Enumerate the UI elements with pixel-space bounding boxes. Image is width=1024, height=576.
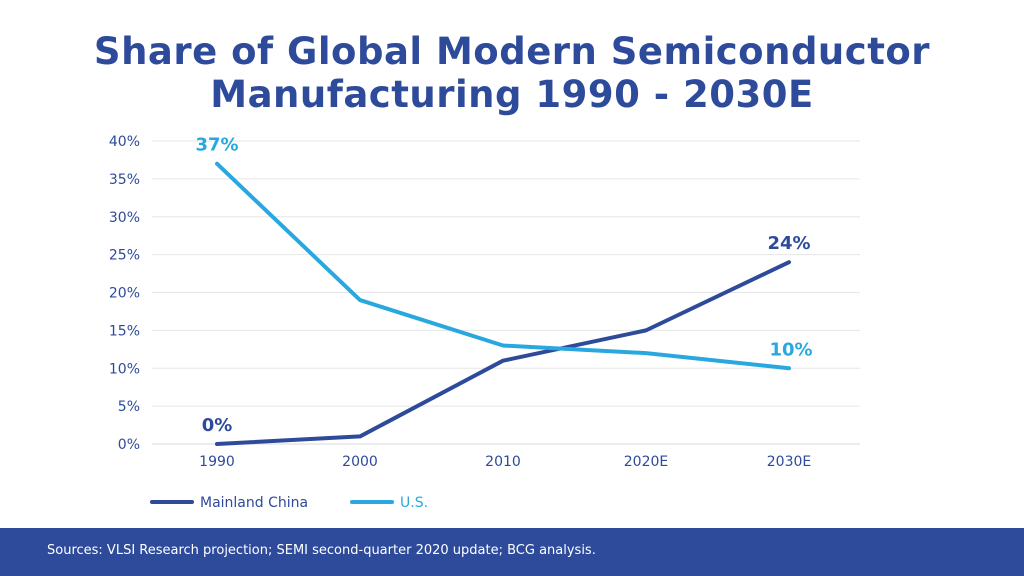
data-label: 24% — [767, 233, 810, 254]
x-tick-label: 2020E — [624, 454, 668, 470]
y-tick-label: 30% — [109, 210, 140, 226]
chart-title-line-2: Manufacturing 1990 - 2030E — [210, 73, 814, 116]
y-tick-label: 25% — [109, 248, 140, 264]
x-tick-label: 2000 — [342, 454, 378, 470]
y-tick-label: 20% — [109, 286, 140, 302]
x-tick-label: 2010 — [485, 454, 521, 470]
data-label: 0% — [202, 415, 233, 436]
y-tick-label: 35% — [109, 172, 140, 188]
y-tick-label: 0% — [118, 437, 140, 453]
legend-label: U.S. — [400, 495, 428, 511]
y-tick-label: 5% — [118, 399, 140, 415]
chart-title: Share of Global Modern Semiconductor Man… — [0, 30, 1024, 116]
series-line-mainland-china — [215, 260, 791, 446]
chart-title-line-1: Share of Global Modern Semiconductor — [93, 30, 931, 73]
data-label: 10% — [769, 339, 812, 360]
source-footer: Sources: VLSI Research projection; SEMI … — [0, 528, 1024, 576]
y-tick-label: 10% — [109, 361, 140, 377]
y-tick-label: 40% — [109, 134, 140, 150]
data-label: 37% — [195, 135, 238, 156]
series-line-u-s — [215, 161, 791, 371]
x-tick-label: 2030E — [767, 454, 811, 470]
y-tick-label: 15% — [109, 323, 140, 339]
legend-label: Mainland China — [200, 495, 308, 511]
x-tick-label: 1990 — [199, 454, 235, 470]
source-text: Sources: VLSI Research projection; SEMI … — [47, 543, 596, 558]
